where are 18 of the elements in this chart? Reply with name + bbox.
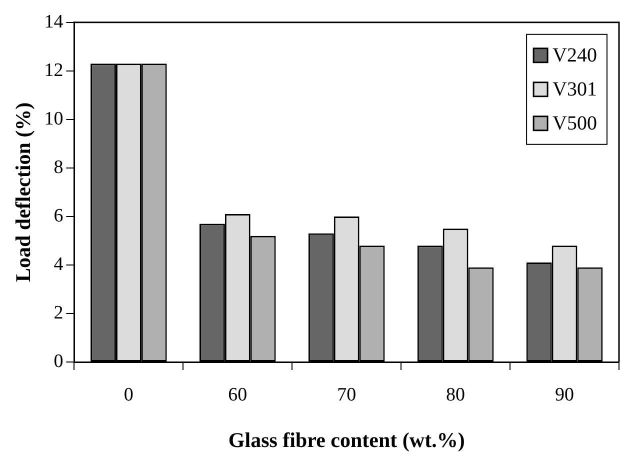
x-tick-label: 0 <box>124 384 134 406</box>
y-tick-label: 8 <box>54 156 64 178</box>
x-tick-label: 90 <box>555 384 574 406</box>
x-tick-label: 70 <box>337 384 356 406</box>
legend-label: V301 <box>552 78 598 101</box>
legend-label: V240 <box>552 44 598 67</box>
x-tick-label: 80 <box>446 384 466 406</box>
y-tick-label: 10 <box>44 108 64 130</box>
y-axis-title: Load deflection (%) <box>11 102 36 282</box>
y-tick-label: 6 <box>54 205 64 226</box>
legend-label: V500 <box>552 112 598 135</box>
y-tick-label: 0 <box>54 350 64 372</box>
y-tick-label: 4 <box>54 254 64 275</box>
y-tick-label: 14 <box>44 11 64 32</box>
x-axis-title: Glass fibre content (wt.%) <box>228 428 465 452</box>
y-tick-label: 12 <box>44 60 64 81</box>
y-tick-label: 2 <box>54 302 64 324</box>
x-tick-label: 60 <box>228 384 248 406</box>
